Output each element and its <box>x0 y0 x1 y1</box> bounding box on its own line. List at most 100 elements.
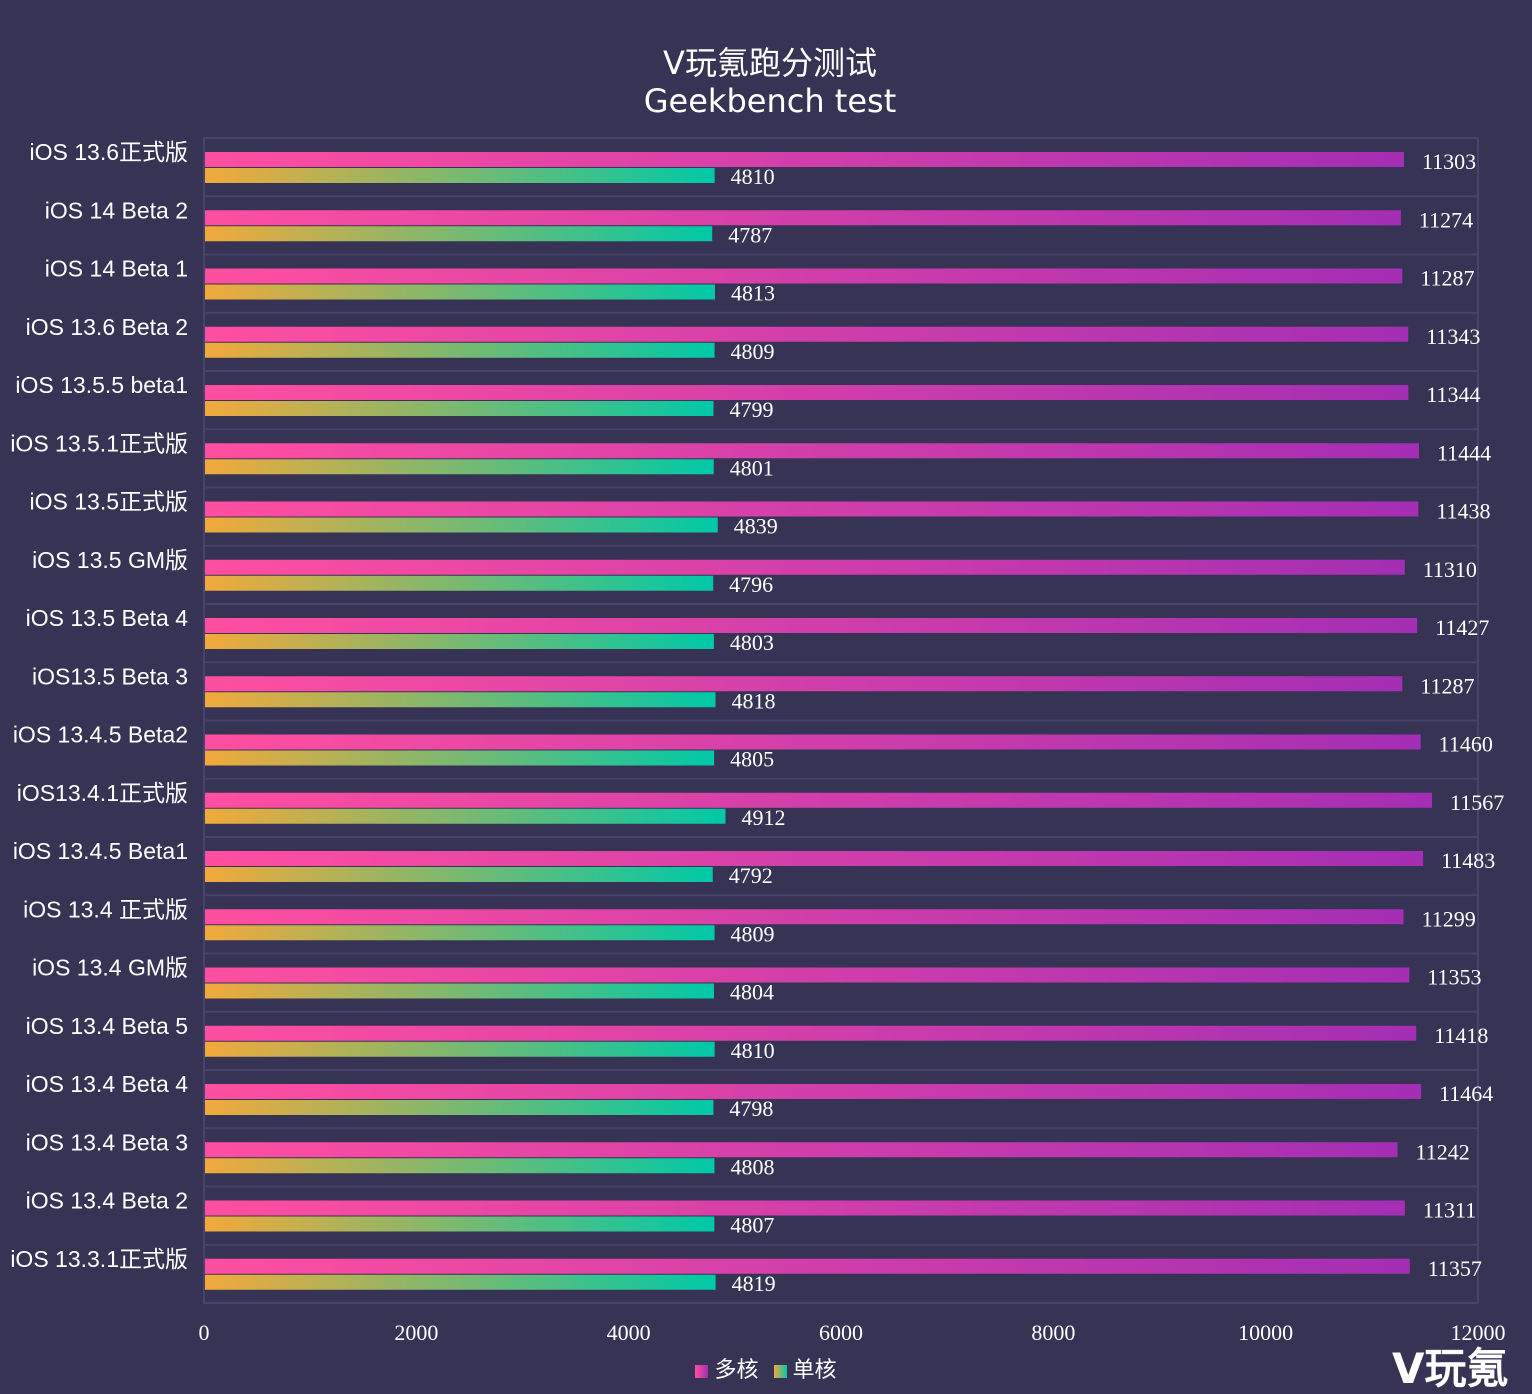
data-label: 4810 <box>731 1038 775 1063</box>
data-label: 11274 <box>1419 207 1473 232</box>
bar-multi-core <box>205 1258 1410 1274</box>
legend: 多核 单核 <box>0 1352 1532 1384</box>
bar-multi-core <box>205 967 1410 983</box>
data-label: 4803 <box>730 630 774 655</box>
data-label: 4912 <box>741 805 785 830</box>
data-label: 11311 <box>1423 1198 1476 1223</box>
data-label: 4809 <box>731 921 775 946</box>
bar-single-core <box>205 226 713 242</box>
bar-single-core <box>205 168 715 183</box>
x-tick-label: 12000 <box>1451 1320 1506 1345</box>
category-label: iOS 13.4 Beta 5 <box>26 1013 188 1039</box>
data-label: 4818 <box>732 688 776 713</box>
data-label: 4804 <box>730 980 774 1005</box>
category-label: iOS 13.4 Beta 2 <box>26 1188 188 1214</box>
data-label: 4796 <box>729 572 773 597</box>
data-label: 11464 <box>1439 1081 1493 1106</box>
data-label: 4792 <box>729 863 773 888</box>
category-label: iOS 13.4.5 Beta2 <box>13 722 188 748</box>
data-label: 4798 <box>729 1096 773 1121</box>
bar-multi-core <box>205 385 1409 400</box>
legend-label-single: 单核 <box>792 1358 837 1383</box>
data-label: 11438 <box>1436 499 1490 524</box>
bar-multi-core <box>205 210 1401 226</box>
bar-multi-core <box>205 1084 1422 1099</box>
bar-multi-core <box>205 618 1418 633</box>
chart-title: V玩氪跑分测试 <box>663 44 877 82</box>
bar-multi-core <box>205 851 1424 866</box>
data-label: 4805 <box>730 747 774 772</box>
data-label: 4799 <box>729 397 773 422</box>
bar-single-core <box>205 983 715 999</box>
x-tick-label: 6000 <box>819 1320 863 1345</box>
x-tick-label: 10000 <box>1238 1320 1293 1345</box>
data-label: 4819 <box>732 1271 776 1296</box>
x-tick-label: 4000 <box>607 1320 651 1345</box>
category-label: iOS 13.4.5 Beta1 <box>13 838 188 864</box>
data-label: 4801 <box>730 455 774 480</box>
category-label: iOS 13.6正式版 <box>30 139 189 165</box>
x-tick-label: 0 <box>199 1320 210 1345</box>
bar-multi-core <box>205 1200 1405 1216</box>
bar-single-core <box>205 1274 716 1290</box>
data-label: 11287 <box>1420 266 1474 291</box>
category-label: iOS 13.5.1正式版 <box>10 430 188 456</box>
category-label: iOS 13.5.5 beta1 <box>15 372 188 398</box>
data-label: 4839 <box>734 514 778 539</box>
data-label: 11427 <box>1435 615 1489 640</box>
data-label: 11344 <box>1426 382 1480 407</box>
category-label: iOS 14 Beta 1 <box>45 256 188 282</box>
data-label: 4807 <box>730 1213 774 1238</box>
data-label: 4808 <box>730 1154 774 1179</box>
data-label: 11418 <box>1434 1023 1488 1048</box>
data-label: 11483 <box>1441 848 1495 873</box>
data-label: 11357 <box>1428 1256 1482 1281</box>
bar-single-core <box>205 1216 715 1232</box>
data-label: 11299 <box>1422 906 1476 931</box>
bar-single-core <box>205 284 715 300</box>
category-label: iOS13.5 Beta 3 <box>32 663 188 689</box>
category-label: iOS 13.4 Beta 3 <box>26 1129 188 1155</box>
bar-multi-core <box>205 152 1405 167</box>
legend-swatch-multi <box>695 1365 709 1378</box>
legend-label-multi: 多核 <box>714 1358 759 1383</box>
bar-multi-core <box>205 559 1405 575</box>
bar-single-core <box>205 1041 715 1057</box>
category-label: iOS 13.6 Beta 2 <box>26 314 188 340</box>
bar-single-core <box>205 342 715 358</box>
bar-multi-core <box>205 1025 1417 1041</box>
data-label: 4813 <box>731 281 775 306</box>
x-tick-label: 2000 <box>394 1320 438 1345</box>
data-label: 4809 <box>731 339 775 364</box>
category-label: iOS 13.5 Beta 4 <box>26 605 189 631</box>
bar-multi-core <box>205 501 1419 517</box>
bar-single-core <box>205 517 718 533</box>
bar-single-core <box>205 459 714 475</box>
data-label: 11460 <box>1439 732 1493 757</box>
bar-single-core <box>205 692 716 708</box>
category-label: iOS 13.5正式版 <box>30 489 189 515</box>
chart-subtitle: Geekbench test <box>643 82 897 120</box>
data-label: 4787 <box>728 222 772 247</box>
bar-single-core <box>205 867 713 882</box>
bar-single-core <box>205 750 715 766</box>
category-label: iOS 14 Beta 2 <box>45 197 188 223</box>
bar-single-core <box>205 634 714 649</box>
bar-single-core <box>205 1158 715 1174</box>
category-label: iOS13.4.1正式版 <box>17 780 188 806</box>
bar-multi-core <box>205 676 1403 692</box>
bar-single-core <box>205 808 726 824</box>
data-label: 11567 <box>1450 790 1504 815</box>
bar-single-core <box>205 1100 714 1115</box>
bar-multi-core <box>205 792 1433 808</box>
bar-single-core <box>205 401 714 416</box>
category-label: iOS 13.4 正式版 <box>23 896 188 922</box>
bar-single-core <box>205 575 714 591</box>
data-label: 11287 <box>1420 673 1474 698</box>
bar-single-core <box>205 925 715 941</box>
data-label: 4810 <box>731 164 775 189</box>
bar-multi-core <box>205 326 1409 342</box>
data-label: 11353 <box>1427 965 1481 990</box>
bar-multi-core <box>205 1142 1398 1158</box>
